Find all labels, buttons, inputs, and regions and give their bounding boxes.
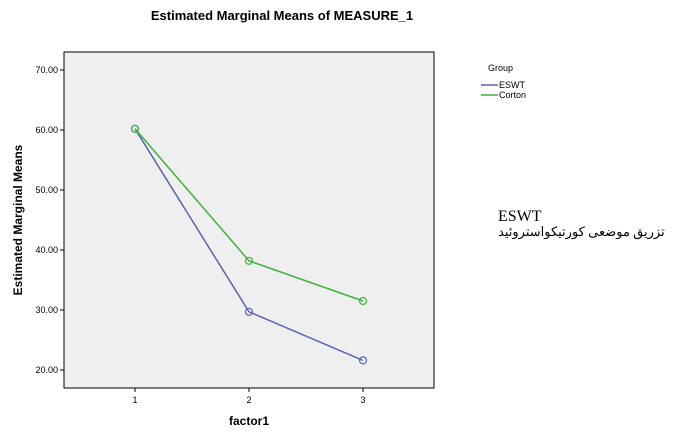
chart-title: Estimated Marginal Means of MEASURE_1 — [151, 8, 413, 23]
plot-area — [63, 51, 435, 389]
axis-ticks: 20.00 30.00 40.00 50.00 60.00 70.00 1 2 3 — [35, 65, 365, 405]
y-tick-label: 70.00 — [35, 65, 58, 75]
series-line-corton — [134, 128, 364, 302]
data-point-corton — [358, 296, 368, 306]
x-tick-label: 2 — [246, 395, 251, 405]
legend-label-corton: Corton — [499, 90, 526, 100]
series-line-eswt — [134, 128, 364, 362]
data-point-eswt — [244, 307, 254, 316]
data-point-eswt — [358, 356, 368, 365]
legend-label-eswt: ESWT — [499, 80, 526, 90]
data-point-corton — [130, 124, 140, 133]
y-axis-label: Estimated Marginal Means — [11, 144, 25, 295]
y-tick-label: 40.00 — [35, 245, 58, 255]
y-tick-label: 60.00 — [35, 125, 58, 135]
y-tick-label: 50.00 — [35, 185, 58, 195]
series-layer — [130, 124, 368, 365]
x-tick-label: 1 — [132, 395, 137, 405]
x-tick-label: 3 — [360, 395, 365, 405]
data-point-corton — [244, 256, 254, 265]
y-tick-label: 20.00 — [35, 365, 58, 375]
y-tick-label: 30.00 — [35, 305, 58, 315]
legend-title: Group — [488, 63, 513, 73]
x-axis-label: factor1 — [229, 414, 269, 428]
side-note-english: ESWT — [498, 208, 542, 225]
side-note-persian: تزریق موضعی کورتیکواستروئید — [498, 224, 665, 239]
